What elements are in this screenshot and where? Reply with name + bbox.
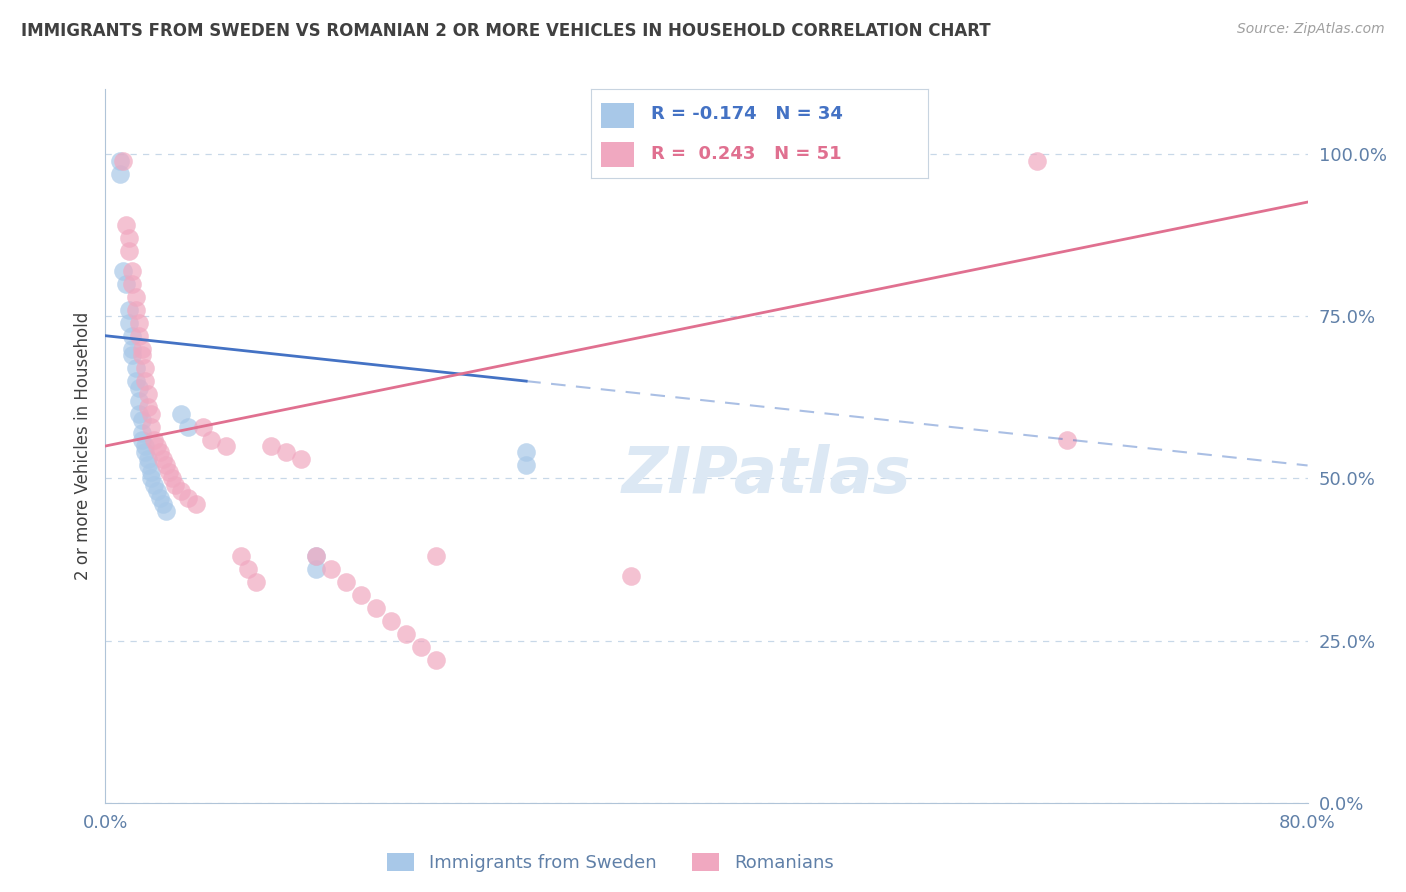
Point <box>121 342 143 356</box>
Point <box>425 653 447 667</box>
Point <box>148 445 170 459</box>
Point <box>191 419 214 434</box>
Point <box>131 433 153 447</box>
Point <box>136 400 159 414</box>
Point <box>305 549 328 564</box>
Point <box>131 348 153 362</box>
Point <box>112 153 135 168</box>
Point <box>163 478 186 492</box>
Point <box>115 277 138 291</box>
Point <box>136 452 159 467</box>
Point <box>124 374 146 388</box>
Point <box>177 419 200 434</box>
Point <box>274 445 297 459</box>
Point <box>620 568 643 582</box>
Point <box>152 452 174 467</box>
Point <box>139 465 162 479</box>
Text: IMMIGRANTS FROM SWEDEN VS ROMANIAN 2 OR MORE VEHICLES IN HOUSEHOLD CORRELATION C: IMMIGRANTS FROM SWEDEN VS ROMANIAN 2 OR … <box>21 22 991 40</box>
Point <box>134 445 156 459</box>
Point <box>139 419 162 434</box>
Point <box>155 504 177 518</box>
Point <box>110 167 132 181</box>
Point <box>124 361 146 376</box>
Point <box>425 549 447 564</box>
Y-axis label: 2 or more Vehicles in Household: 2 or more Vehicles in Household <box>73 312 91 580</box>
Text: R = -0.174   N = 34: R = -0.174 N = 34 <box>651 105 844 123</box>
Point <box>200 433 222 447</box>
Point <box>515 445 537 459</box>
Point <box>409 640 432 654</box>
Point <box>290 452 312 467</box>
Point <box>319 562 342 576</box>
Point <box>335 575 357 590</box>
Point <box>128 316 150 330</box>
Point <box>118 316 141 330</box>
Point <box>121 348 143 362</box>
Point <box>364 601 387 615</box>
Point <box>169 484 191 499</box>
Point <box>142 478 165 492</box>
Point <box>124 302 146 317</box>
Point <box>145 439 167 453</box>
Point <box>128 407 150 421</box>
Text: ZIPatlas: ZIPatlas <box>621 443 911 506</box>
Point <box>139 407 162 421</box>
Point <box>305 549 328 564</box>
Point <box>214 439 236 453</box>
Point <box>118 244 141 259</box>
Point <box>184 497 207 511</box>
Point <box>350 588 373 602</box>
FancyBboxPatch shape <box>600 142 634 167</box>
Point <box>115 219 138 233</box>
Point <box>128 393 150 408</box>
Point <box>139 471 162 485</box>
Point <box>515 458 537 473</box>
Point <box>134 374 156 388</box>
Point <box>110 153 132 168</box>
Point <box>169 407 191 421</box>
Point <box>238 562 260 576</box>
Point <box>128 381 150 395</box>
Point <box>118 231 141 245</box>
Point <box>134 439 156 453</box>
Point <box>131 413 153 427</box>
Point <box>1056 433 1078 447</box>
Point <box>1026 153 1049 168</box>
Point <box>118 302 141 317</box>
FancyBboxPatch shape <box>600 103 634 128</box>
Point <box>145 484 167 499</box>
Point <box>395 627 418 641</box>
Point <box>112 264 135 278</box>
Point <box>142 433 165 447</box>
Point <box>260 439 283 453</box>
Text: Source: ZipAtlas.com: Source: ZipAtlas.com <box>1237 22 1385 37</box>
Point <box>152 497 174 511</box>
Point <box>160 471 183 485</box>
Point <box>380 614 402 628</box>
Point <box>136 458 159 473</box>
Point <box>131 425 153 440</box>
Point <box>134 361 156 376</box>
Point <box>121 264 143 278</box>
Point <box>136 387 159 401</box>
Legend: Immigrants from Sweden, Romanians: Immigrants from Sweden, Romanians <box>380 846 841 880</box>
Point <box>121 328 143 343</box>
Point <box>157 465 180 479</box>
Point <box>155 458 177 473</box>
Point <box>148 491 170 505</box>
Point <box>229 549 252 564</box>
Text: R =  0.243   N = 51: R = 0.243 N = 51 <box>651 145 842 163</box>
Point <box>121 277 143 291</box>
Point <box>124 290 146 304</box>
Point <box>128 328 150 343</box>
Point <box>305 562 328 576</box>
Point <box>131 342 153 356</box>
Point <box>245 575 267 590</box>
Point <box>177 491 200 505</box>
